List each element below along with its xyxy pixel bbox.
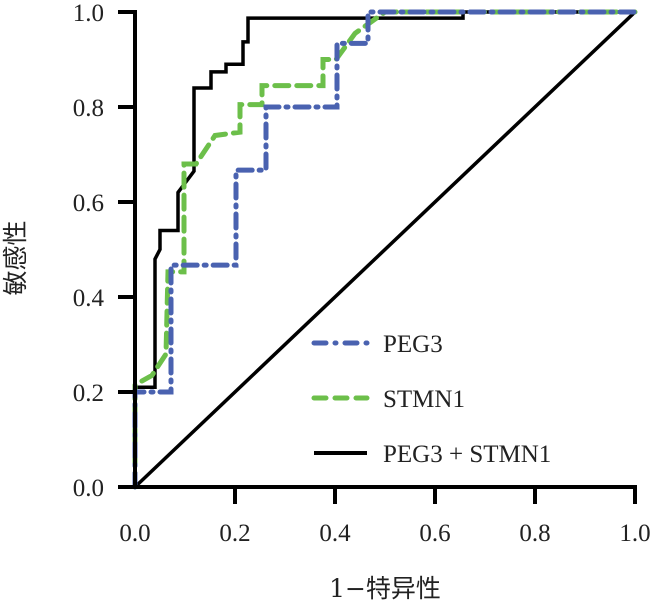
- y-axis-title: 敏感性: [1, 220, 30, 295]
- series-line-peg3: [132, 9, 638, 490]
- x-tick-label: 0.4: [319, 520, 351, 547]
- x-tick-label: 0.8: [519, 520, 550, 547]
- series-line-peg3-stmn1: [133, 10, 635, 487]
- legend-label: PEG3 + STMN1: [383, 441, 551, 468]
- y-tick-label: 0.2: [73, 380, 104, 407]
- legend-label: STMN1: [383, 386, 465, 413]
- x-tick-label: 0.0: [119, 520, 150, 547]
- legend-label: PEG3: [383, 331, 443, 358]
- x-axis-title: 1−特异性: [329, 574, 441, 603]
- legend: PEG3 STMN1 PEG3 + STMN1: [311, 331, 551, 468]
- y-tick-label: 0.0: [73, 475, 104, 502]
- reference-diagonal-line: [133, 10, 637, 489]
- y-tick-label: 1.0: [73, 0, 104, 27]
- y-tick-label: 0.4: [73, 285, 105, 312]
- x-tick-label: 0.6: [419, 520, 450, 547]
- x-tick-label: 1.0: [619, 520, 650, 547]
- x-tick-label: 0.2: [219, 520, 250, 547]
- y-tick-label: 0.8: [73, 95, 104, 122]
- y-tick-label: 0.6: [73, 190, 104, 217]
